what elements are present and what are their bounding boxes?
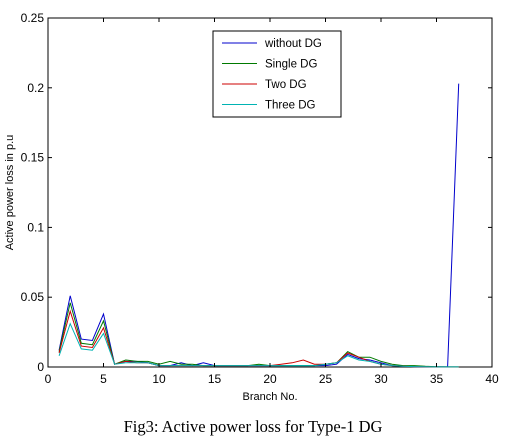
series-layer (58, 83, 460, 368)
x-tick-label: 40 (485, 372, 499, 386)
x-tick-label: 25 (319, 372, 333, 386)
legend-entry-label: Two DG (265, 79, 307, 91)
x-tick-label: 0 (45, 372, 52, 386)
y-axis-label: Active power loss in p.u (4, 135, 16, 251)
x-tick-label: 15 (208, 372, 222, 386)
legend-entry-label: Three DG (265, 100, 316, 112)
legend: without DG Single DG Two DG Three DG (212, 30, 342, 118)
ticks-layer: 0 5 10 15 20 25 30 35 40 0 0.05 0.1 0.15 0.2 0.25 (21, 11, 499, 386)
y-tick-label: 0.2 (27, 81, 44, 95)
x-tick-label: 20 (263, 372, 277, 386)
x-tick-label: 5 (100, 372, 107, 386)
x-tick-label: 30 (374, 372, 388, 386)
legend-entry-label: without DG (264, 38, 322, 50)
figure-caption: Fig3: Active power loss for Type-1 DG (124, 417, 383, 436)
series-line-single-dg (58, 302, 459, 368)
y-tick-label: 0.25 (21, 11, 45, 25)
legend-entry-label: Single DG (265, 59, 317, 71)
x-tick-label: 10 (152, 372, 166, 386)
y-tick-label: 0 (37, 360, 44, 374)
y-tick-label: 0.05 (21, 290, 45, 304)
x-axis-label: Branch No. (242, 391, 297, 403)
x-tick-label: 35 (430, 372, 444, 386)
series-line-three-dg (58, 322, 459, 368)
y-tick-label: 0.1 (27, 220, 44, 234)
legend-box (212, 30, 342, 118)
y-tick-label: 0.15 (21, 151, 45, 165)
